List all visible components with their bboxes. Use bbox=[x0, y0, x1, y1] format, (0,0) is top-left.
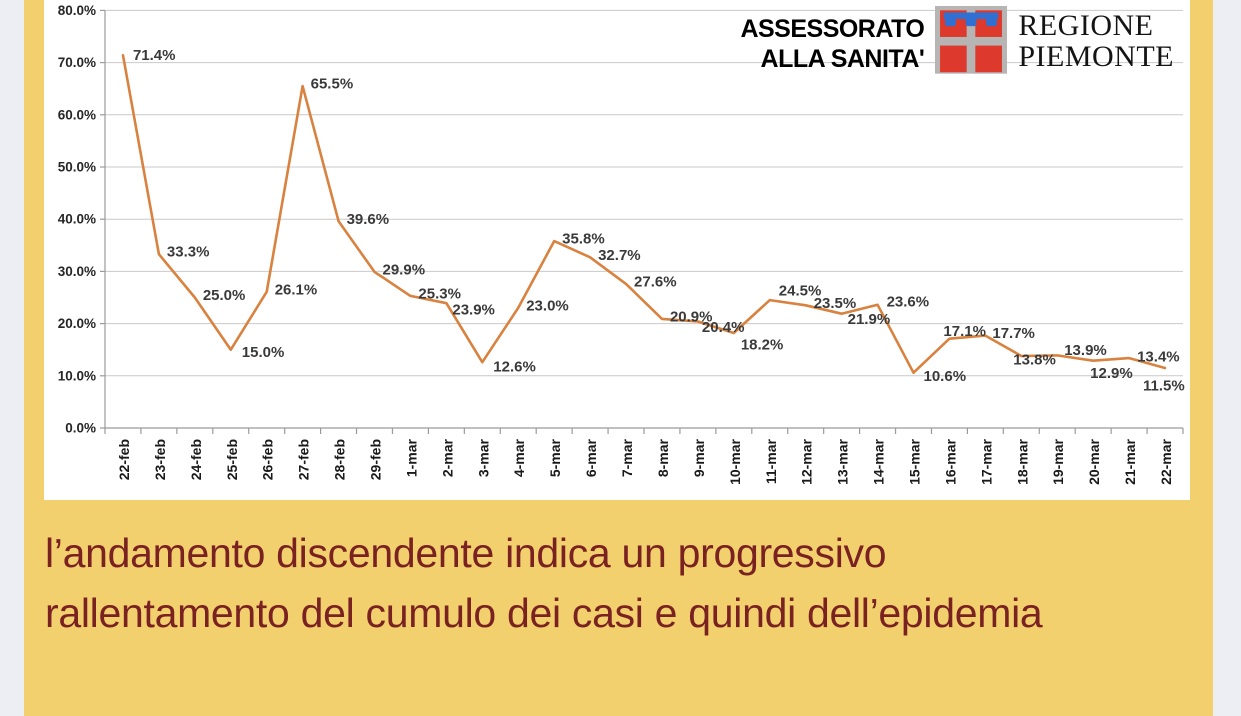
data-label: 24.5% bbox=[779, 283, 822, 300]
data-label: 11.5% bbox=[1143, 377, 1185, 394]
x-axis-label: 10-mar bbox=[727, 438, 743, 484]
x-axis-label: 22-mar bbox=[1158, 438, 1174, 484]
y-axis-label: 50.0% bbox=[58, 160, 96, 175]
data-label: 13.8% bbox=[1013, 351, 1056, 368]
x-axis-label: 14-mar bbox=[871, 438, 887, 484]
data-label: 12.6% bbox=[493, 359, 536, 376]
data-label: 20.9% bbox=[670, 308, 713, 325]
y-axis-label: 20.0% bbox=[58, 316, 96, 331]
department-title: ASSESSORATO ALLA SANITA' bbox=[740, 14, 924, 74]
data-label: 25.3% bbox=[418, 285, 461, 302]
x-axis-label: 28-feb bbox=[332, 439, 348, 480]
data-label: 27.6% bbox=[634, 273, 677, 290]
region-line1: REGIONE bbox=[1018, 9, 1154, 42]
data-label: 26.1% bbox=[275, 281, 318, 298]
x-axis-label: 12-mar bbox=[799, 438, 815, 484]
data-label: 21.9% bbox=[848, 311, 891, 328]
y-axis-label: 70.0% bbox=[58, 55, 96, 70]
x-axis-label: 16-mar bbox=[942, 438, 958, 484]
data-label: 33.3% bbox=[167, 244, 210, 261]
region-title: REGIONE PIEMONTE bbox=[1018, 10, 1174, 72]
data-label: 39.6% bbox=[347, 211, 390, 228]
x-axis-label: 13-mar bbox=[835, 438, 851, 484]
x-axis-label: 5-mar bbox=[547, 438, 563, 477]
x-axis-label: 21-mar bbox=[1122, 438, 1138, 484]
data-label: 35.8% bbox=[562, 231, 605, 248]
x-axis-label: 1-mar bbox=[403, 438, 419, 477]
data-label: 23.6% bbox=[887, 293, 930, 310]
data-label: 29.9% bbox=[383, 261, 426, 278]
data-label: 71.4% bbox=[133, 47, 176, 64]
caption: l’andamento discendente indica un progre… bbox=[45, 523, 1195, 643]
x-axis-label: 22-feb bbox=[116, 439, 132, 480]
x-axis-label: 3-mar bbox=[475, 438, 491, 477]
data-label: 65.5% bbox=[311, 76, 354, 93]
x-axis-label: 6-mar bbox=[583, 438, 599, 477]
data-label: 25.0% bbox=[203, 287, 246, 304]
x-axis-label: 25-feb bbox=[224, 439, 240, 480]
chart-header: ASSESSORATO ALLA SANITA' REGIONE PIEMONT… bbox=[740, 6, 1174, 78]
data-label: 13.4% bbox=[1137, 349, 1180, 366]
caption-line1: l’andamento discendente indica un progre… bbox=[45, 530, 887, 576]
data-label: 23.9% bbox=[452, 302, 495, 319]
y-axis-label: 30.0% bbox=[58, 264, 96, 279]
data-label: 23.0% bbox=[526, 297, 569, 314]
x-axis-label: 20-mar bbox=[1086, 438, 1102, 484]
x-axis-label: 17-mar bbox=[978, 438, 994, 484]
data-label: 32.7% bbox=[598, 247, 641, 264]
cumulative-growth-line-chart: 0.0% 10.0% 20.0% 30.0% 40.0% 50.0% 60.0% 70.0% 8… bbox=[44, 0, 1190, 500]
data-label: 17.1% bbox=[943, 323, 986, 340]
data-label: 13.9% bbox=[1064, 342, 1107, 359]
x-axis-label: 15-mar bbox=[907, 438, 923, 484]
data-label: 10.6% bbox=[924, 368, 967, 385]
x-axis-label: 11-mar bbox=[763, 438, 779, 484]
x-axis-label: 18-mar bbox=[1014, 438, 1030, 484]
slide: 0.0% 10.0% 20.0% 30.0% 40.0% 50.0% 60.0% 70.0% 8… bbox=[24, 0, 1213, 716]
y-axis-label: 10.0% bbox=[58, 368, 96, 383]
x-axis-label: 19-mar bbox=[1050, 438, 1066, 484]
y-axis-label: 0.0% bbox=[65, 421, 96, 436]
x-axis-label: 26-feb bbox=[260, 439, 276, 480]
series-line bbox=[121, 53, 1167, 375]
caption-line2: rallentamento del cumulo dei casi e quin… bbox=[45, 590, 1043, 636]
y-axis-label: 80.0% bbox=[58, 3, 96, 18]
data-label: 15.0% bbox=[242, 344, 285, 361]
x-axis-label: 4-mar bbox=[511, 438, 527, 477]
department-line2: ALLA SANITA' bbox=[760, 45, 925, 73]
y-axis-label: 60.0% bbox=[58, 107, 96, 122]
region-line2: PIEMONTE bbox=[1018, 40, 1174, 73]
data-label: 23.5% bbox=[814, 295, 857, 312]
x-axis-label: 7-mar bbox=[619, 438, 635, 477]
data-label: 20.4% bbox=[702, 319, 745, 336]
x-axis-label: 8-mar bbox=[655, 438, 671, 477]
department-line1: ASSESSORATO bbox=[740, 15, 925, 43]
data-label: 12.9% bbox=[1090, 365, 1133, 382]
x-axis-label: 27-feb bbox=[296, 439, 312, 480]
chart-panel: 0.0% 10.0% 20.0% 30.0% 40.0% 50.0% 60.0% 70.0% 8… bbox=[44, 0, 1190, 500]
x-axis-label: 9-mar bbox=[691, 438, 707, 477]
x-axis-label: 24-feb bbox=[188, 439, 204, 480]
data-label: 18.2% bbox=[741, 336, 784, 353]
data-label: 17.7% bbox=[992, 325, 1035, 342]
x-axis-label: 29-feb bbox=[368, 439, 384, 480]
x-axis-label: 2-mar bbox=[439, 438, 455, 477]
x-axis-label: 23-feb bbox=[152, 439, 168, 480]
piemonte-coat-of-arms-icon bbox=[935, 6, 1008, 74]
y-axis-label: 40.0% bbox=[58, 212, 96, 227]
